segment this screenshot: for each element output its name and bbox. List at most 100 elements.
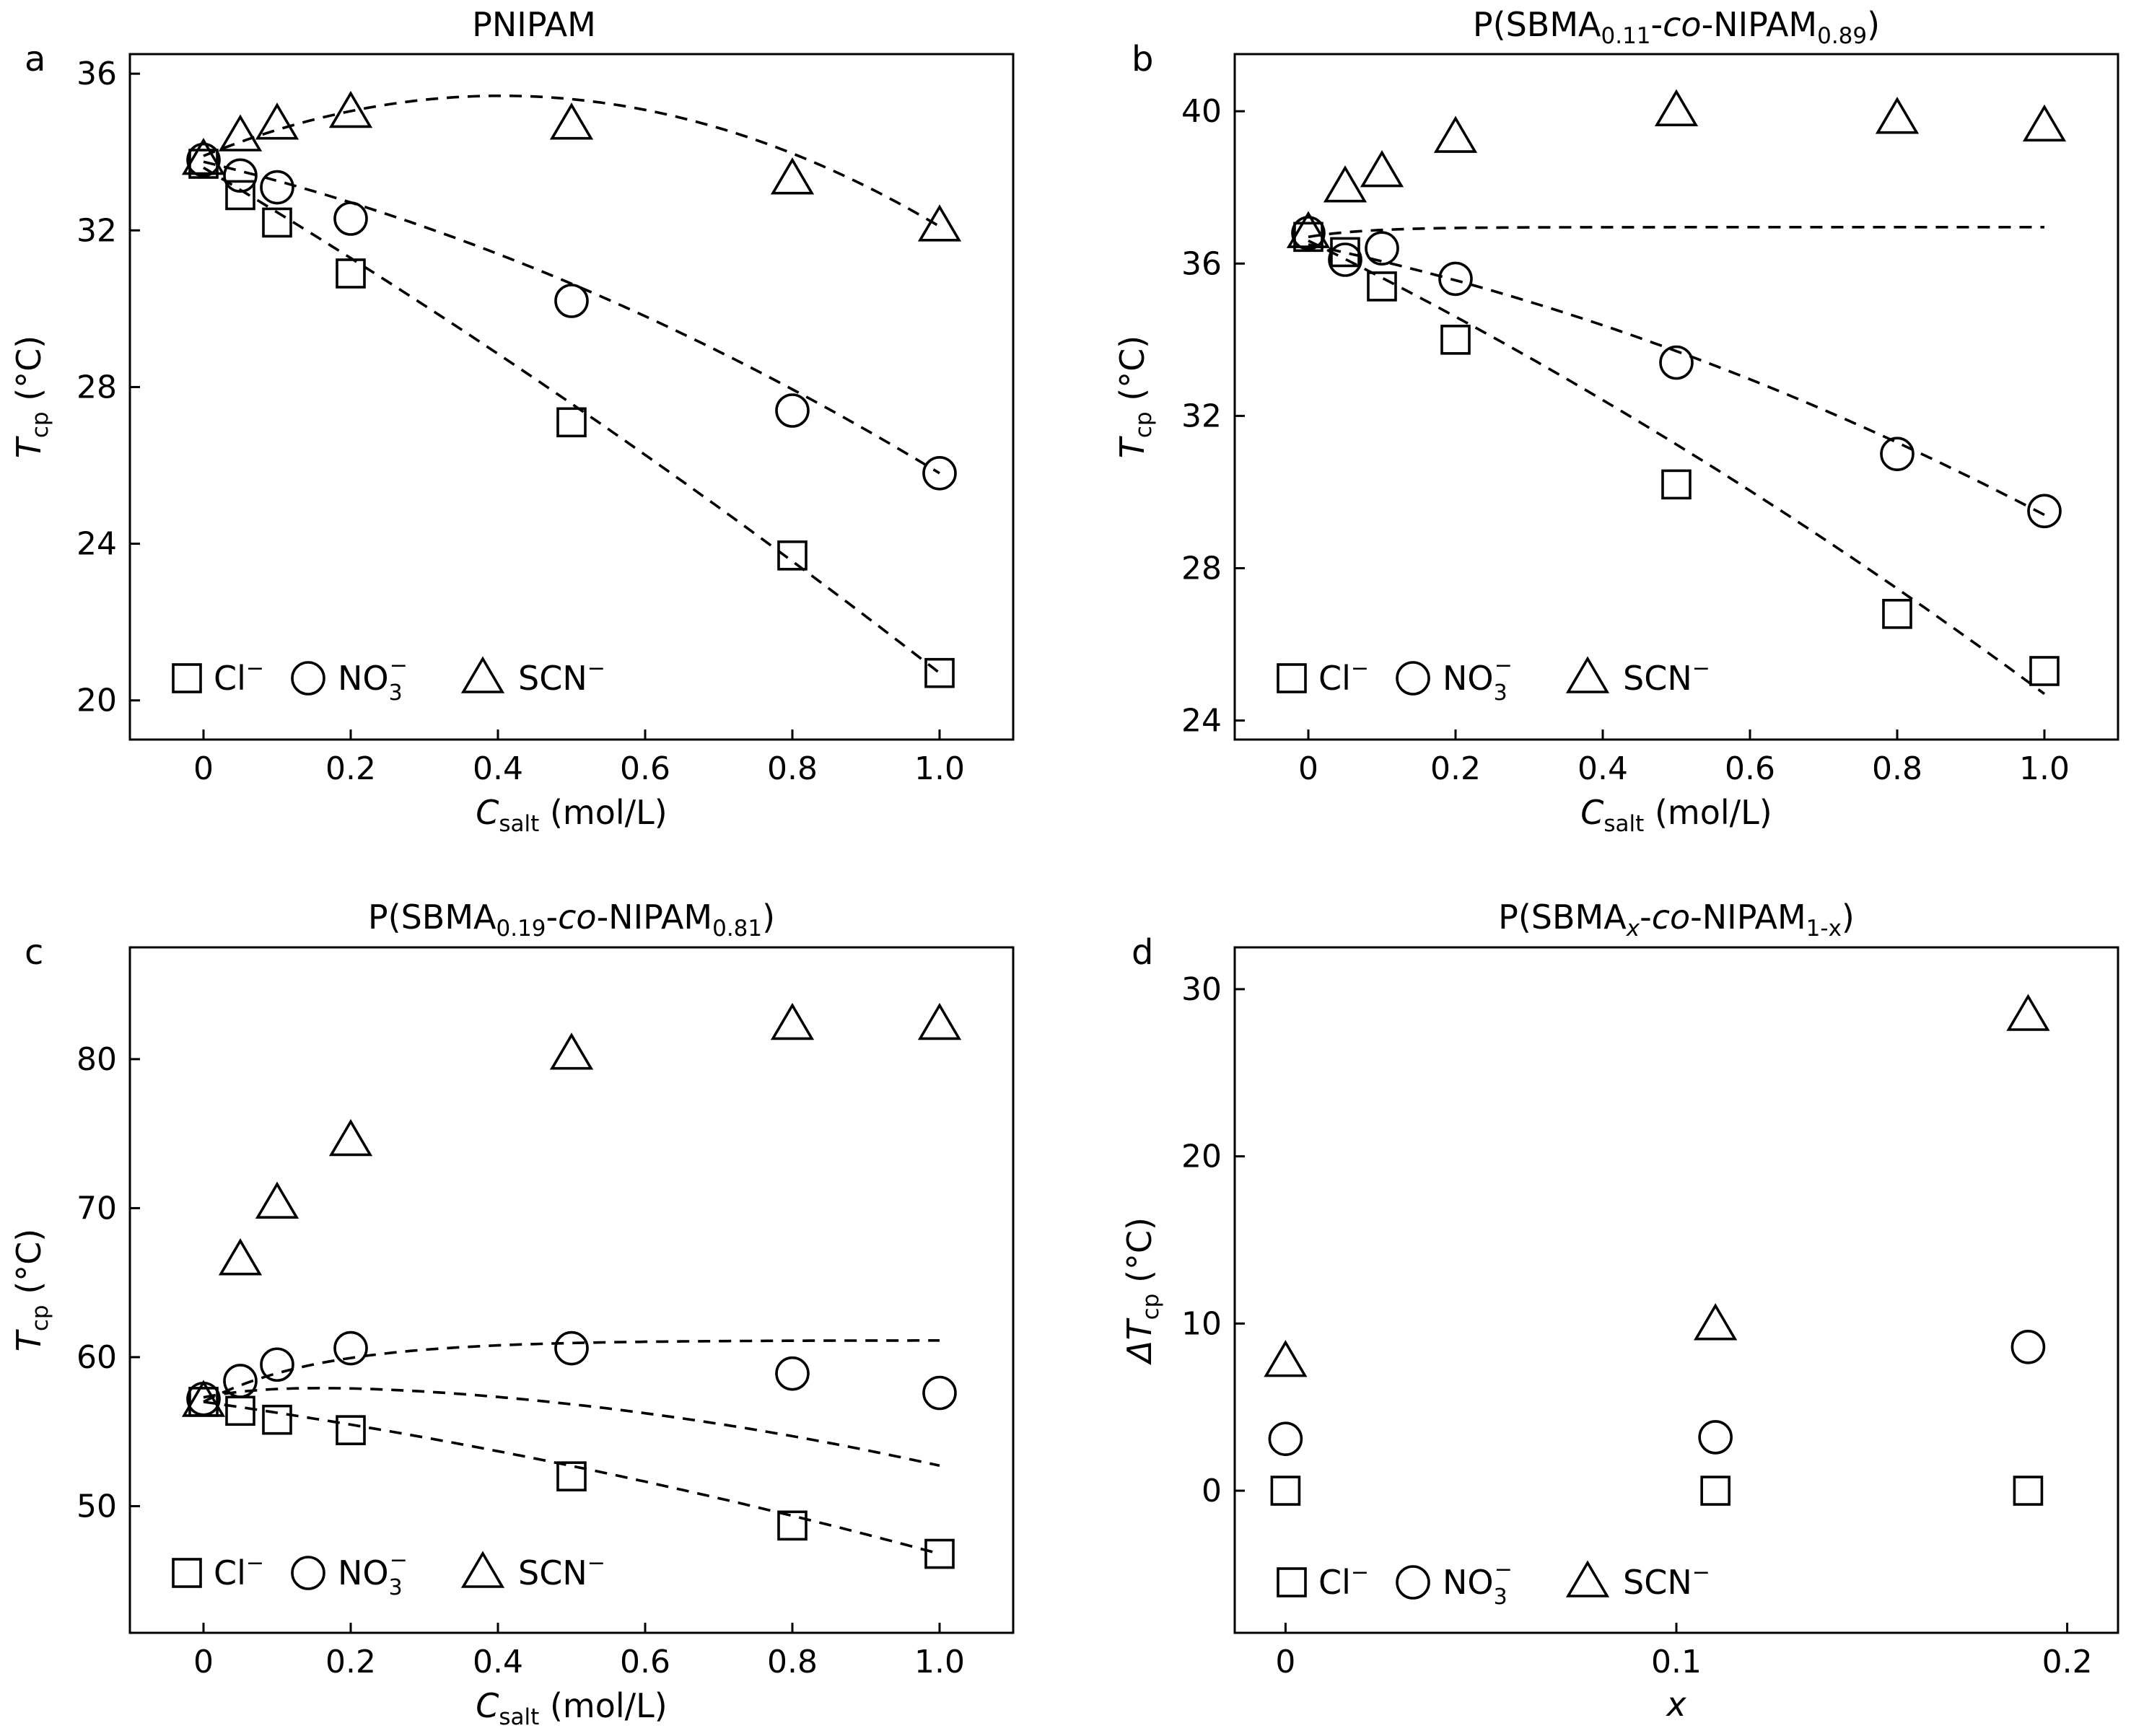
panel-a-y-axis-label: Tcp (°C) [9, 336, 53, 458]
panel-b-point-scn [1875, 97, 1920, 134]
panel-a-plot-frame [128, 53, 1015, 741]
panel-b-point-scn [2022, 104, 2067, 142]
legend-square-marker [1277, 663, 1307, 693]
legend-scn-label: SCN− [1623, 1560, 1710, 1602]
panel-a-y-tick-label: 24 [76, 526, 117, 563]
panel-a-point-scn [328, 90, 373, 128]
panel-c-fit-curves [203, 1339, 940, 1556]
panel-c-data-markers [181, 1002, 962, 1569]
panel-c-point-scn [218, 1238, 263, 1276]
panel-b-point-no3 [1365, 231, 1399, 266]
panel-b-point-no3 [2027, 494, 2062, 529]
panel-b-y-tick-label: 32 [1181, 398, 1222, 434]
panel-a-x-tick-label: 0.2 [325, 750, 376, 787]
panel-d-axis-ticks: 0 0.1 0.2 0 10 20 30 [1181, 971, 2093, 1680]
panel-a-point-scn [917, 204, 962, 242]
legend-triangle-marker [1565, 656, 1610, 693]
panel-c-y-tick-label: 60 [76, 1339, 117, 1376]
legend-square-marker [1277, 1567, 1307, 1597]
panel-b-point-cl [1882, 599, 1912, 629]
panel-c-y-tick-label: 70 [76, 1190, 117, 1227]
panel-c-x-tick-label: 0.4 [473, 1644, 523, 1680]
legend-circle-marker [1396, 1565, 1430, 1600]
panel-a-point-no3 [922, 456, 957, 491]
panel-c-point-no3 [554, 1331, 589, 1366]
panel-b-point-no3 [1328, 242, 1362, 277]
panel-a-axis-ticks: 0 0.2 0.4 0.6 0.8 1.0 20 24 28 32 36 [76, 56, 965, 787]
panel-d-x-axis-label: x [1665, 1685, 1686, 1724]
panel-a-y-tick-label: 20 [76, 683, 117, 719]
panel-b-point-cl [1367, 271, 1397, 302]
panel-c-point-no3 [775, 1356, 810, 1391]
panel-b-point-no3 [1880, 437, 1915, 471]
panel-b-point-scn [1286, 211, 1331, 248]
panel-a-point-no3 [223, 158, 258, 193]
panel-d-y-tick-label: 0 [1202, 1473, 1222, 1509]
panel-b-point-cl [1440, 325, 1471, 355]
panel-c-y-tick-label: 80 [76, 1041, 117, 1078]
panel-d-point-no3 [1268, 1421, 1303, 1457]
legend-scn-label: SCN− [518, 656, 605, 698]
panel-b-point-cl [1661, 469, 1692, 500]
panel-b-data-markers [1286, 89, 2067, 686]
panel-b-fit-scn [1308, 226, 2044, 239]
panel-c-title: P(SBMA0.19-co-NIPAM0.81) [368, 898, 775, 942]
panel-c-x-tick-label: 0.2 [325, 1644, 376, 1680]
panel-a-point-no3 [186, 142, 221, 177]
legend-no3-label: NO3− [338, 653, 408, 706]
legend-circle-marker [291, 661, 325, 696]
panel-d-y-axis-label: ΔTcp (°C) [1120, 1217, 1164, 1365]
panel-a-fit-cl [203, 166, 941, 675]
legend-circle-marker [1396, 661, 1430, 696]
panel-d-point-cl [1700, 1476, 1730, 1506]
panel-a-x-tick-label: 0.4 [473, 750, 523, 787]
panel-d-legend: Cl− NO3− SCN− [1277, 1557, 1710, 1610]
panel-d-point-scn [1694, 1303, 1738, 1341]
panel-b-point-no3 [1291, 216, 1326, 250]
panel-d-title: P(SBMAx-co-NIPAM1-x) [1498, 898, 1855, 942]
panel-c-axis-ticks: 0 0.2 0.4 0.6 0.8 1.0 50 60 70 80 [76, 1041, 965, 1680]
panel-d-x-tick-label: 0 [1275, 1644, 1295, 1680]
panel-a-point-cl [777, 540, 808, 571]
panel-d-data-markers [1264, 994, 2050, 1506]
panel-a-fit-curves [203, 95, 941, 675]
panel-d-point-no3 [2010, 1329, 2046, 1364]
panel-letter-d: d [1132, 932, 1153, 973]
panel-c: c P(SBMA0.19-co-NIPAM0.81) 0 0.2 0.4 0.6 0.8… [9, 898, 1015, 1730]
panel-a-legend: Cl− NO3− SCN− [172, 653, 605, 706]
legend-circle-marker [291, 1556, 325, 1590]
panel-d-x-tick-label: 0.2 [2042, 1644, 2093, 1680]
panel-a-point-cl [924, 657, 955, 688]
panel-b-point-no3 [1659, 345, 1694, 380]
legend-cl-label: Cl− [214, 1551, 264, 1592]
panel-a-x-tick-label: 1.0 [914, 750, 965, 787]
panel-a-x-axis-label: Csalt (mol/L) [476, 793, 667, 837]
legend-triangle-marker [1565, 1560, 1610, 1597]
panel-c-y-axis-label: Tcp (°C) [9, 1229, 53, 1351]
panel-c-point-scn [917, 1002, 962, 1040]
panel-letter-a: a [25, 39, 45, 79]
panel-c-fit-cl [203, 1400, 940, 1556]
panel-b-x-tick-label: 0.4 [1578, 750, 1628, 787]
panel-d-point-cl [2013, 1476, 2044, 1506]
legend-triangle-marker [460, 656, 505, 693]
panel-c-legend: Cl− NO3− SCN− [172, 1548, 605, 1600]
legend-square-marker [172, 1558, 202, 1588]
panel-a-x-tick-label: 0 [193, 750, 214, 787]
legend-triangle-marker [460, 1551, 505, 1588]
panel-a-y-tick-label: 28 [76, 369, 117, 405]
panel-a-point-no3 [260, 170, 294, 205]
panel-c-point-scn [255, 1181, 299, 1219]
panel-b-point-no3 [1438, 261, 1473, 297]
panel-c-x-tick-label: 0 [193, 1644, 214, 1680]
panel-a-y-tick-label: 32 [76, 212, 117, 249]
panel-c-point-cl [262, 1404, 292, 1435]
legend-square-marker [172, 663, 202, 693]
panel-a-point-no3 [775, 393, 810, 428]
panel-b-x-tick-label: 0.2 [1430, 750, 1481, 787]
panel-b-point-scn [1360, 150, 1404, 188]
panel-c-point-cl [777, 1510, 808, 1541]
legend-no3-label: NO3− [1443, 653, 1513, 706]
